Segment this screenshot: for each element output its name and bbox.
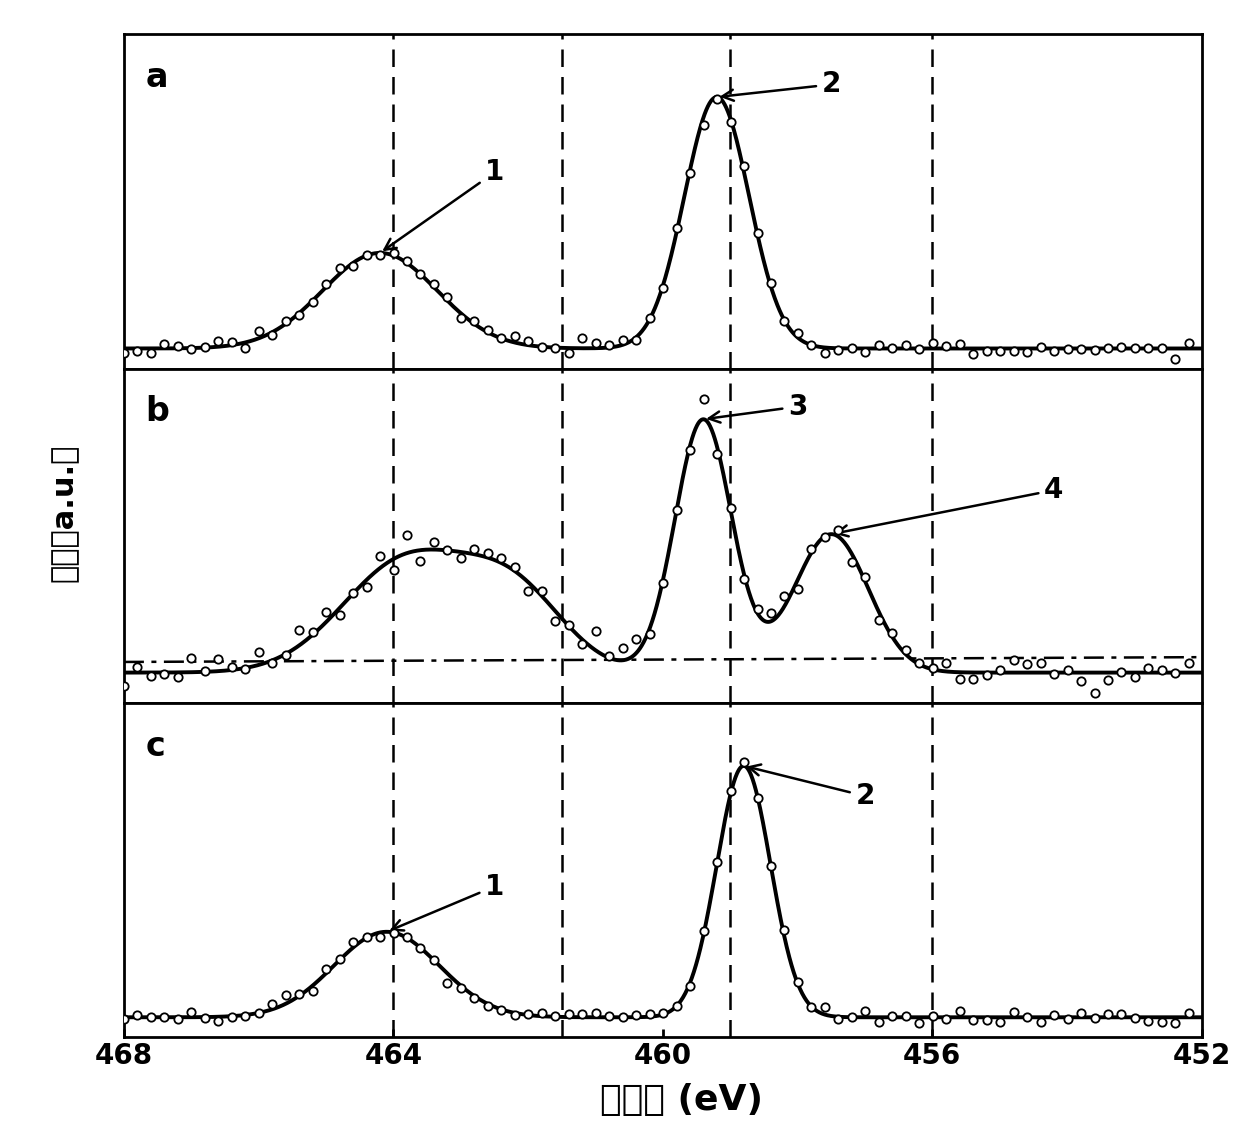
Text: 2: 2 bbox=[750, 765, 875, 811]
Text: 强度（a.u.）: 强度（a.u.） bbox=[50, 443, 78, 583]
Text: a: a bbox=[145, 60, 169, 93]
Text: 结合能 (eV): 结合能 (eV) bbox=[600, 1083, 763, 1117]
Text: c: c bbox=[145, 730, 165, 763]
Text: 1: 1 bbox=[384, 158, 504, 250]
Text: 4: 4 bbox=[836, 477, 1063, 536]
Text: 1: 1 bbox=[392, 872, 504, 930]
Text: 3: 3 bbox=[709, 392, 808, 423]
Text: b: b bbox=[145, 396, 170, 429]
Text: 2: 2 bbox=[722, 71, 841, 100]
